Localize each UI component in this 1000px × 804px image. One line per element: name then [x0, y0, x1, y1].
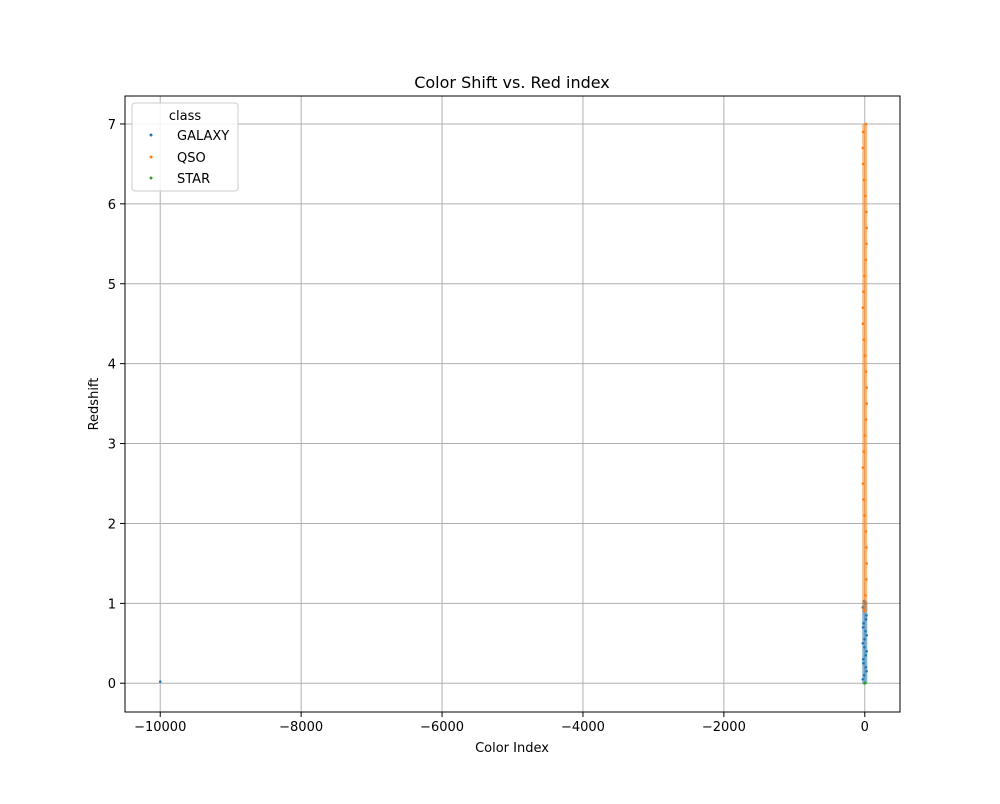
legend-label-qso: QSO	[177, 151, 206, 166]
point-qso	[865, 386, 868, 389]
x-tick-label: −10000	[134, 720, 186, 735]
y-tick-label: 6	[108, 198, 116, 213]
point-qso	[862, 610, 866, 613]
point-qso	[864, 530, 868, 533]
point-galaxy	[864, 630, 867, 633]
point-qso	[861, 162, 865, 166]
point-qso	[861, 466, 865, 469]
point-qso	[861, 322, 865, 326]
point-galaxy	[862, 661, 865, 665]
point-qso	[862, 338, 866, 341]
legend-label-galaxy: GALAXY	[177, 129, 229, 144]
point-qso	[863, 194, 867, 198]
legend: class GALAXY QSO STAR	[131, 102, 239, 192]
legend-box	[131, 102, 239, 192]
point-qso	[864, 370, 868, 373]
grid-lines	[125, 96, 900, 712]
legend-marker-qso	[149, 155, 153, 159]
legend-title: class	[169, 109, 201, 124]
point-qso	[865, 562, 869, 565]
x-axis-label: Color Index	[475, 741, 549, 756]
point-galaxy	[865, 614, 868, 617]
data-points	[158, 122, 869, 685]
point-qso	[862, 498, 865, 501]
point-galaxy	[861, 626, 865, 629]
y-tick-label: 7	[108, 118, 116, 133]
point-galaxy	[862, 673, 866, 677]
point-qso	[861, 306, 865, 310]
point-qso	[861, 146, 865, 150]
x-tick-label: 0	[861, 720, 869, 735]
point-qso	[864, 578, 868, 581]
point-qso	[865, 226, 869, 230]
point-galaxy	[862, 622, 865, 625]
point-qso	[864, 122, 868, 126]
x-tick-label: −6000	[420, 720, 464, 735]
point-galaxy	[864, 618, 868, 621]
point-galaxy	[861, 641, 865, 645]
point-galaxy	[863, 645, 866, 649]
point-qso	[865, 242, 868, 246]
point-qso	[865, 546, 868, 549]
y-tick-label: 0	[108, 677, 116, 692]
legend-label-star: STAR	[177, 172, 210, 187]
point-qso	[863, 274, 866, 278]
y-tick-label: 5	[108, 278, 116, 293]
point-qso	[862, 290, 865, 294]
point-star	[863, 682, 866, 685]
point-qso	[862, 178, 866, 182]
point-qso	[863, 354, 867, 357]
point-galaxy	[863, 637, 866, 641]
band-qso	[862, 123, 868, 612]
chart-title: Color Shift vs. Red index	[414, 73, 610, 92]
point-qso	[864, 418, 868, 421]
legend-marker-star	[149, 176, 153, 180]
point-qso	[861, 130, 865, 134]
legend-marker-galaxy	[149, 133, 153, 137]
axis-ticks: −10000 −8000 −6000 −4000 −2000 0 0 1 2 3 4 5 6 7	[108, 118, 869, 735]
y-axis-label: Redshift	[87, 378, 102, 431]
plot-area-frame	[124, 95, 901, 713]
point-galaxy	[158, 680, 162, 683]
x-tick-label: −8000	[279, 720, 323, 735]
point-qso	[864, 258, 867, 262]
point-qso	[862, 450, 865, 453]
point-galaxy	[865, 633, 869, 637]
x-tick-label: −4000	[561, 720, 605, 735]
point-galaxy	[861, 657, 865, 661]
y-tick-label: 1	[108, 597, 116, 612]
point-qso	[863, 434, 867, 437]
point-galaxy	[865, 669, 868, 673]
point-qso	[861, 482, 865, 485]
y-tick-label: 3	[108, 438, 116, 453]
y-tick-label: 4	[108, 358, 116, 373]
y-tick-label: 2	[108, 517, 116, 532]
point-qso	[863, 594, 867, 597]
point-galaxy	[864, 665, 868, 669]
point-qso	[863, 514, 866, 517]
point-galaxy	[865, 649, 868, 653]
point-qso	[864, 210, 868, 214]
point-qso	[865, 402, 868, 405]
point-galaxy	[861, 677, 865, 681]
band-galaxy	[862, 600, 868, 684]
point-galaxy	[864, 653, 868, 657]
x-tick-label: −2000	[702, 720, 746, 735]
